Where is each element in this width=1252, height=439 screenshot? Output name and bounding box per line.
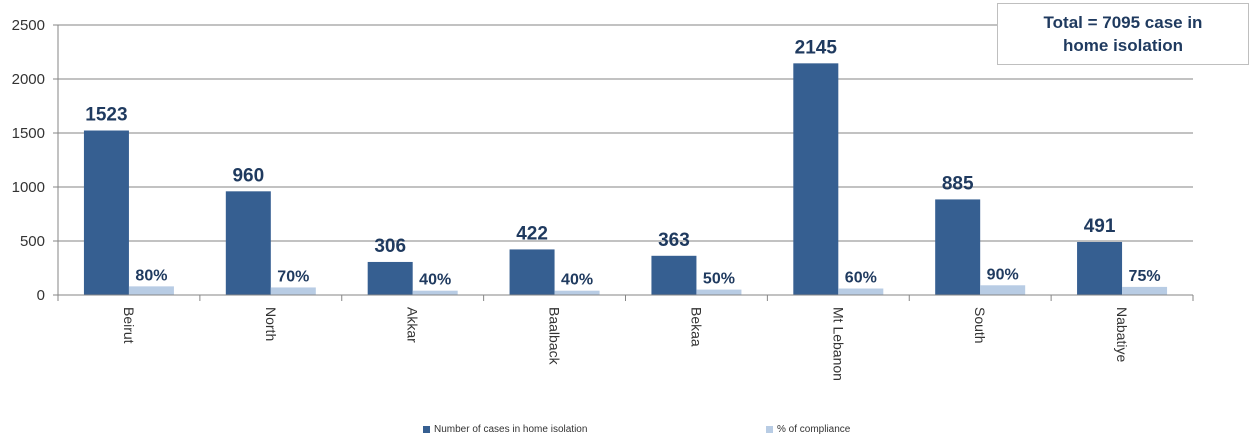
data-label-compliance: 75% [1129,268,1161,285]
x-tick-label: Bekaa [688,307,704,347]
y-tick-label: 0 [37,287,45,304]
x-tick-label: Mt Lebanon [830,307,846,381]
bar-cases [935,199,981,295]
data-label-compliance: 40% [561,272,593,289]
bars [83,63,1168,296]
bar-cases [793,63,839,296]
legend-swatch-compliance [766,426,773,433]
data-label-compliance: 40% [419,272,451,289]
data-label-compliance: 80% [135,267,167,284]
y-tick-label: 500 [20,233,45,250]
data-label-compliance: 90% [987,266,1019,283]
total-annotation-line1: Total = 7095 case in [1043,13,1203,32]
data-label-cases: 422 [516,223,548,244]
data-labels: 1523 80% 960 70% 306 40% 422 40% 363 50% 2145 60% 88… [85,37,1160,288]
bar-compliance [696,289,742,295]
legend-swatch-cases [423,426,430,433]
x-tick-label: South [972,307,988,344]
legend-label-cases: Number of cases in home isolation [434,424,588,435]
total-annotation-line2: home isolation [1063,36,1183,55]
bar-cases [509,249,555,295]
data-label-compliance: 70% [277,268,309,285]
data-label-cases: 885 [942,173,974,194]
x-tick-label: Beirut [121,307,137,344]
y-tick-label: 1000 [12,179,45,196]
grid-lines [58,24,1193,242]
legend-item-cases: Number of cases in home isolation [423,424,587,435]
y-tick-label: 2500 [12,17,45,34]
bar-cases [1077,241,1123,295]
data-label-cases: 306 [374,236,406,257]
bar-compliance [1122,286,1168,295]
bar-cases [225,191,271,295]
y-axis-ticks: 0 500 1000 1500 2000 2500 [12,17,58,304]
data-label-cases: 1523 [85,105,127,126]
data-label-cases: 960 [232,165,264,186]
x-tick-label: Baalback [547,307,563,366]
bar-compliance [128,286,174,295]
data-label-cases: 491 [1084,216,1116,237]
bar-cases [367,261,413,295]
total-annotation-box: Total = 7095 case in home isolation [997,3,1249,65]
data-label-compliance: 60% [845,270,877,287]
y-tick-label: 2000 [12,71,45,88]
bar-compliance [838,288,884,295]
bar-compliance [980,285,1026,295]
x-tick-label: Akkar [405,307,421,343]
bar-compliance [554,290,600,295]
bar-compliance [270,287,316,295]
bar-compliance [412,290,458,295]
legend-label-compliance: % of compliance [777,424,851,435]
data-label-cases: 363 [658,230,690,251]
bar-cases [83,130,129,295]
legend-item-compliance: % of compliance [766,424,850,435]
x-tick-label: North [263,307,279,341]
data-label-cases: 2145 [795,37,838,58]
data-label-compliance: 50% [703,271,735,288]
x-axis-ticks: Beirut North Akkar Baalback Bekaa Mt Lebanon S… [57,295,1194,381]
y-tick-label: 1500 [12,125,45,142]
x-tick-label: Nabatiye [1114,307,1130,362]
bar-cases [651,255,697,295]
